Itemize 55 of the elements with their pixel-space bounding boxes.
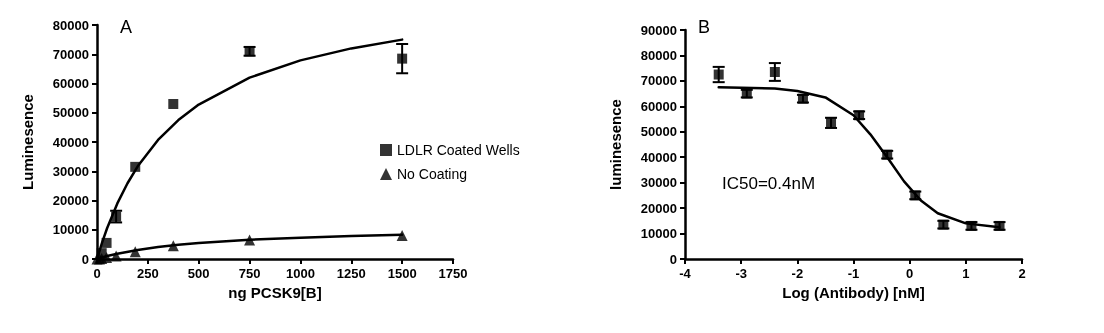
- y-axis-title: luminesence: [607, 99, 624, 190]
- y-tick-label: 70000: [52, 46, 89, 62]
- y-tick-label: 0: [81, 251, 89, 267]
- y-tick-label: 50000: [640, 124, 677, 140]
- x-tick-label: 1000: [285, 266, 315, 281]
- x-axis-title: ng PCSK9[B]: [228, 284, 322, 301]
- x-tick-label: 0: [93, 266, 101, 281]
- point: [130, 161, 141, 172]
- x-tick-label: 250: [137, 266, 159, 281]
- y-tick-label: 30000: [52, 163, 89, 179]
- x-axis-title: Log (Antibody) [nM]: [782, 284, 925, 301]
- legend-label: LDLR Coated Wells: [397, 142, 520, 158]
- y-tick-label: 0: [669, 251, 677, 267]
- x-tick-label: 1: [962, 266, 970, 281]
- x-tick-label: 500: [187, 266, 210, 281]
- y-axis-title: Luminesence: [19, 94, 36, 190]
- point: [713, 69, 724, 80]
- legend-label: No Coating: [397, 166, 468, 182]
- point: [769, 66, 780, 77]
- y-tick-label: 10000: [52, 222, 89, 238]
- annotation: B: [698, 17, 711, 37]
- point: [397, 53, 408, 64]
- y-tick-label: 80000: [640, 47, 677, 63]
- y-tick-label: 40000: [640, 149, 677, 165]
- x-tick-label: 1500: [387, 266, 417, 281]
- x-tick-label: 1750: [438, 266, 468, 281]
- x-tick-label: -1: [847, 266, 860, 281]
- point: [129, 246, 141, 258]
- y-tick-label: 60000: [640, 98, 677, 114]
- point: [110, 250, 122, 262]
- y-tick-label: 40000: [52, 134, 89, 150]
- y-tick-label: 20000: [640, 200, 677, 216]
- x-tick-label: 2: [1018, 266, 1026, 281]
- y-tick-label: 60000: [52, 76, 89, 91]
- y-tick-label: 70000: [640, 73, 677, 89]
- y-tick-label: 90000: [640, 22, 677, 38]
- x-tick-label: -3: [735, 266, 747, 281]
- point: [101, 237, 112, 248]
- annotation: A: [120, 17, 133, 37]
- point: [167, 240, 179, 252]
- point: [101, 252, 113, 264]
- point: [168, 98, 179, 109]
- y-tick-label: 10000: [640, 226, 677, 242]
- annotation: IC50=0.4nM: [722, 174, 816, 193]
- x-tick-label: 1250: [336, 266, 366, 281]
- point: [396, 230, 408, 242]
- y-tick-label: 20000: [52, 193, 89, 208]
- x-tick-label: -4: [679, 266, 692, 281]
- y-tick-label: 80000: [52, 17, 89, 33]
- x-tick-label: 0: [906, 266, 914, 281]
- x-tick-label: 750: [238, 266, 261, 281]
- y-tick-label: 50000: [52, 105, 89, 121]
- y-tick-label: 30000: [640, 175, 677, 191]
- x-tick-label: -2: [791, 266, 804, 281]
- point: [244, 234, 256, 246]
